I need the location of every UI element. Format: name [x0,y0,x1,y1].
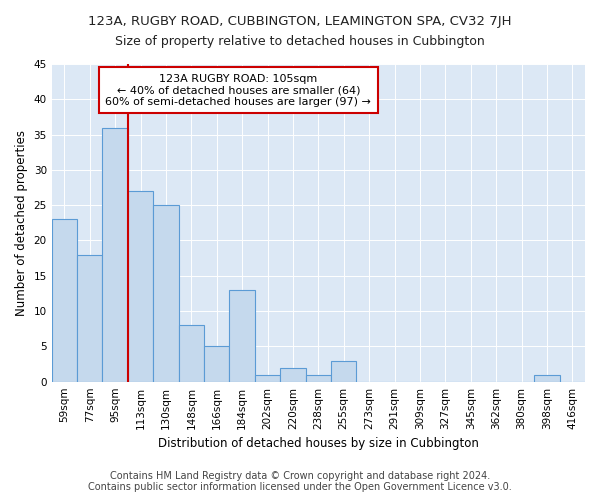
Y-axis label: Number of detached properties: Number of detached properties [15,130,28,316]
Text: 123A, RUGBY ROAD, CUBBINGTON, LEAMINGTON SPA, CV32 7JH: 123A, RUGBY ROAD, CUBBINGTON, LEAMINGTON… [88,15,512,28]
Bar [77,254,103,382]
Bar [179,325,204,382]
Bar [128,191,153,382]
Bar [255,374,280,382]
Bar [204,346,229,382]
Bar [280,368,305,382]
Bar [103,128,128,382]
Text: Contains HM Land Registry data © Crown copyright and database right 2024.
Contai: Contains HM Land Registry data © Crown c… [88,471,512,492]
Bar [331,360,356,382]
Text: 123A RUGBY ROAD: 105sqm
← 40% of detached houses are smaller (64)
60% of semi-de: 123A RUGBY ROAD: 105sqm ← 40% of detache… [106,74,371,106]
Bar [229,290,255,382]
Bar [534,374,560,382]
Text: Size of property relative to detached houses in Cubbington: Size of property relative to detached ho… [115,35,485,48]
X-axis label: Distribution of detached houses by size in Cubbington: Distribution of detached houses by size … [158,437,479,450]
Bar [305,374,331,382]
Bar [153,205,179,382]
Bar [52,220,77,382]
